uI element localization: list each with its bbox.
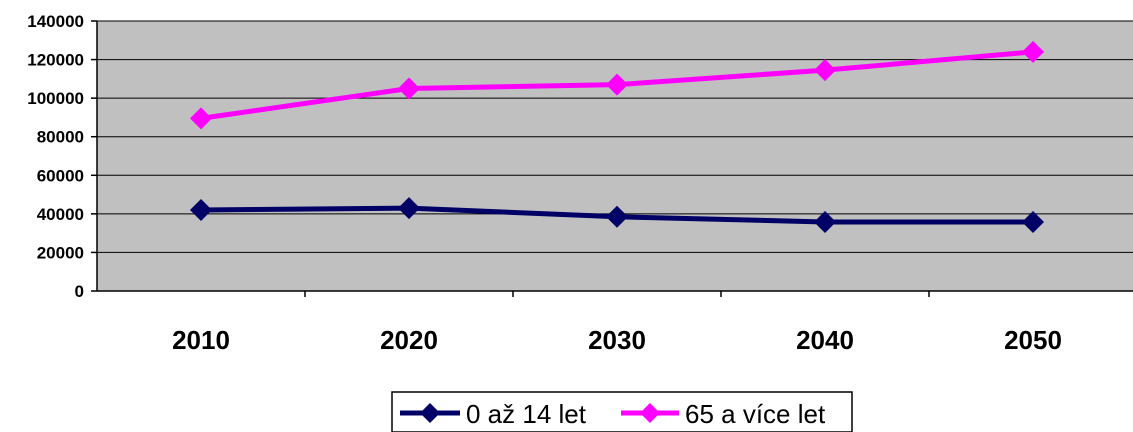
- series-0-point: [190, 199, 212, 221]
- axes: [96, 21, 1133, 292]
- legend-marker-series-1: [640, 403, 660, 423]
- gridlines: [91, 20, 1133, 292]
- y-tick-label: 60000: [37, 166, 84, 185]
- series-0-point: [606, 205, 628, 228]
- y-tick-label: 140000: [27, 12, 84, 31]
- x-tick-label: 2050: [1004, 325, 1062, 355]
- y-tick-label: 20000: [37, 243, 84, 262]
- plot-area: [97, 21, 1133, 291]
- y-tick-label: 100000: [27, 89, 84, 108]
- series-1-point: [398, 77, 420, 100]
- legend-marker-series-0: [420, 403, 440, 423]
- series-0-point: [398, 197, 420, 220]
- series-1-point: [1022, 40, 1044, 63]
- series-group: [190, 40, 1044, 233]
- series-0-point: [814, 210, 836, 233]
- series-1-point: [814, 59, 836, 82]
- y-tick-label: 80000: [37, 128, 84, 147]
- y-tick-label: 0: [75, 282, 84, 301]
- x-tick-label: 2030: [588, 325, 646, 355]
- legend: 0 až 14 let 65 a více let: [391, 391, 853, 432]
- series-1-point: [606, 73, 628, 96]
- legend-label-series-1: 65 a více let: [685, 399, 826, 429]
- series-1-point: [190, 107, 212, 130]
- y-tick-label: 120000: [27, 51, 84, 70]
- x-tick-label: 2010: [172, 325, 230, 355]
- y-tick-label: 40000: [37, 205, 84, 224]
- x-tick-label: 2020: [380, 325, 438, 355]
- y-tick-labels: 0 20000 40000 60000 80000 100000 120000 140000: [27, 12, 84, 301]
- series-0-point: [1022, 210, 1044, 233]
- legend-label-series-0: 0 až 14 let: [466, 399, 587, 429]
- x-tick-labels: 2010 2020 2030 2040 2050: [172, 291, 1062, 355]
- x-tick-label: 2040: [796, 325, 854, 355]
